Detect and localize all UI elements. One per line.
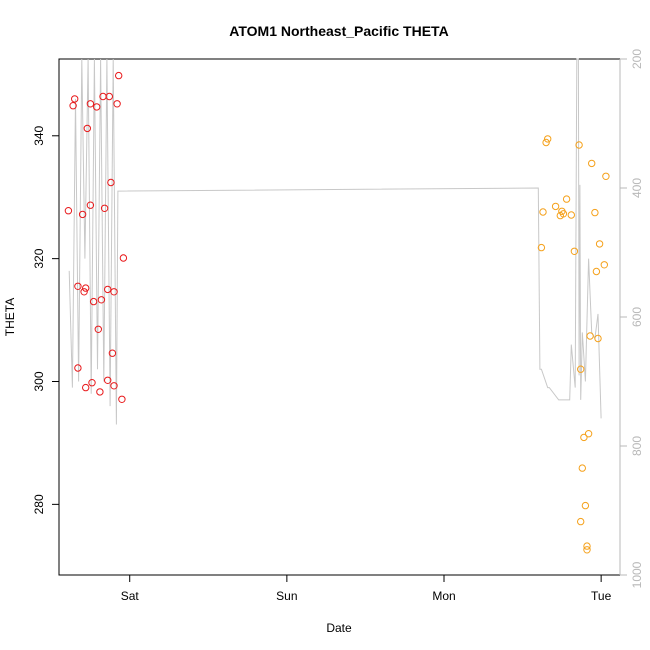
data-point xyxy=(74,282,82,290)
data-point xyxy=(583,542,591,550)
data-point xyxy=(110,382,118,390)
y-axis-right: 200 400 600 800 1000 xyxy=(619,49,644,588)
data-point xyxy=(588,159,596,168)
data-point xyxy=(86,100,95,108)
data-point xyxy=(584,430,593,438)
data-point xyxy=(86,201,95,209)
y-tick-label: 340 xyxy=(32,125,46,145)
data-point xyxy=(562,195,571,203)
x-tick-label: Mon xyxy=(432,589,455,603)
data-point xyxy=(600,261,608,269)
profile-line-layer xyxy=(68,58,602,425)
data-point xyxy=(119,254,128,262)
data-point xyxy=(575,141,583,149)
data-point xyxy=(578,464,586,472)
data-point xyxy=(586,332,594,340)
data-point xyxy=(100,204,109,213)
data-point xyxy=(107,178,115,187)
data-point xyxy=(577,517,585,526)
data-point xyxy=(64,207,73,215)
data-point xyxy=(94,325,103,333)
y-axis-left: 280 300 320 340 xyxy=(32,125,60,514)
data-point xyxy=(542,138,550,147)
data-point xyxy=(591,208,599,217)
y2-tick-label: 200 xyxy=(630,49,644,69)
y-tick-label: 300 xyxy=(32,371,46,391)
data-point xyxy=(594,334,602,343)
data-point xyxy=(97,296,106,304)
data-point xyxy=(110,288,118,296)
data-point xyxy=(113,100,121,108)
data-point xyxy=(544,135,552,143)
y2-tick-label: 400 xyxy=(630,178,644,198)
data-point xyxy=(551,202,560,211)
y2-tick-label: 800 xyxy=(630,436,644,456)
data-point xyxy=(581,501,590,510)
x-axis: Sat Sun Mon Tue xyxy=(121,574,612,603)
data-point xyxy=(539,208,547,216)
data-point xyxy=(78,210,87,219)
data-point xyxy=(592,267,601,276)
data-point xyxy=(96,388,104,396)
data-point xyxy=(105,92,114,101)
x-tick-label: Sun xyxy=(276,589,297,603)
data-point xyxy=(89,297,98,306)
data-point xyxy=(537,243,546,252)
plot-area-frame xyxy=(58,58,621,576)
data-point xyxy=(567,211,575,219)
data-point xyxy=(69,102,77,110)
data-point xyxy=(93,103,101,111)
data-point xyxy=(118,395,126,403)
y-tick-label: 320 xyxy=(32,248,46,268)
data-point xyxy=(80,288,88,296)
data-point xyxy=(602,172,610,181)
data-points-layer xyxy=(64,71,610,554)
data-point xyxy=(71,95,79,103)
data-point xyxy=(580,433,588,442)
data-point xyxy=(104,376,112,384)
y-tick-label: 280 xyxy=(32,494,46,514)
data-point xyxy=(577,365,585,373)
data-point xyxy=(104,285,112,294)
data-point xyxy=(583,546,591,554)
data-point xyxy=(108,349,117,357)
x-tick-label: Tue xyxy=(591,589,612,603)
chart-title: ATOM1 Northeast_Pacific THETA xyxy=(229,23,448,39)
profile-line xyxy=(68,58,602,425)
y2-tick-label: 600 xyxy=(630,307,644,327)
data-point xyxy=(82,284,90,292)
x-axis-label: Date xyxy=(326,621,352,635)
data-point xyxy=(570,247,579,256)
data-point xyxy=(559,210,568,218)
data-point xyxy=(595,240,604,248)
y-axis-label: THETA xyxy=(3,298,17,336)
data-point xyxy=(82,383,90,392)
y2-tick-label: 1000 xyxy=(630,561,644,588)
data-point xyxy=(115,71,123,80)
data-point xyxy=(74,364,82,372)
x-tick-label: Sat xyxy=(121,589,140,603)
data-point xyxy=(83,124,92,133)
data-point xyxy=(88,379,96,387)
